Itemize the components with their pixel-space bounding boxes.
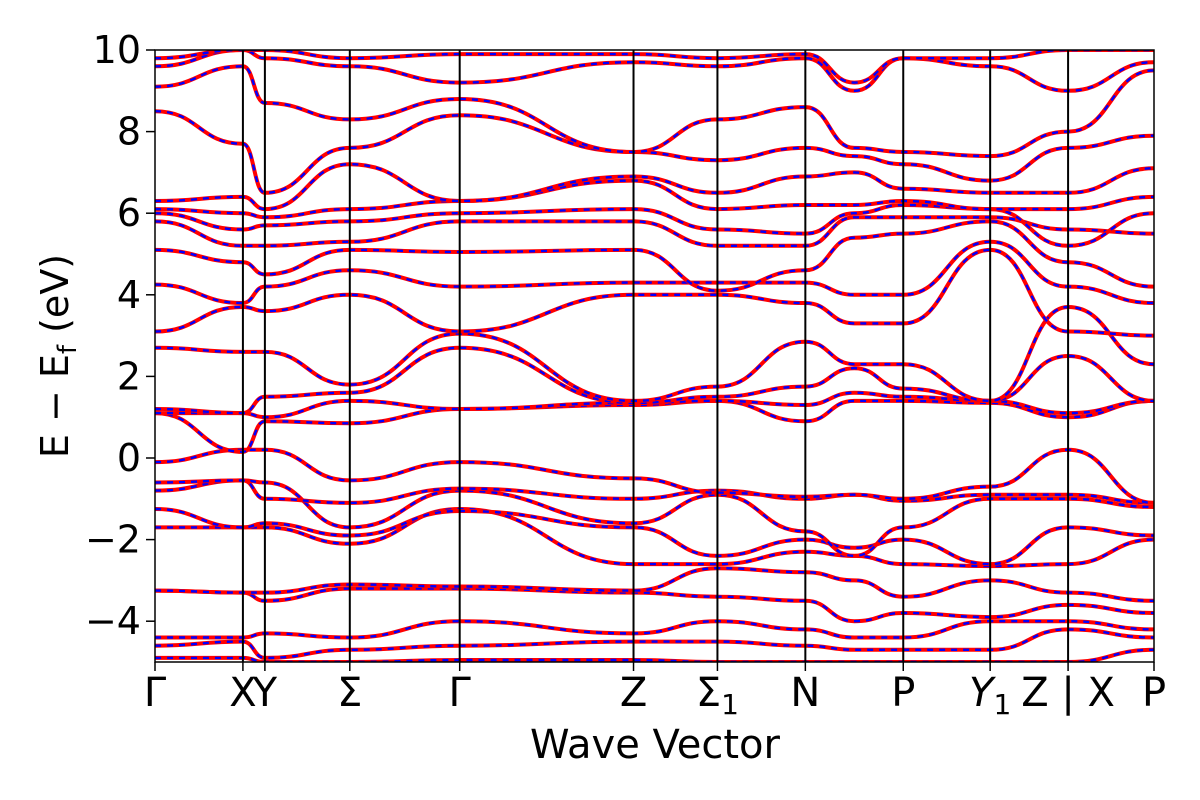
x-tick-label-2: Y <box>252 670 278 716</box>
band-line-dashed-6 <box>155 507 1154 566</box>
y-tick-label-7: 10 <box>93 28 141 72</box>
y-axis-label-unit: (eV) <box>33 254 77 345</box>
y-tick-label-2: 0 <box>117 436 141 480</box>
x-tick-label-5: Z <box>620 670 647 716</box>
band-line-dashed-4 <box>155 566 1154 602</box>
x-tick-label-11: P <box>1142 670 1166 716</box>
band-line-dashed-13 <box>155 305 1154 403</box>
band-line-22 <box>155 64 1154 159</box>
x-tick-label-9: Y1 <box>969 670 1011 721</box>
band-line-13 <box>155 304 1154 403</box>
band-line-dashed-7 <box>155 479 1154 558</box>
y-axis-label: E − Ef (eV) <box>33 254 83 458</box>
x-tick-label-0: Γ <box>144 670 167 716</box>
band-line-dashed-15 <box>155 240 1154 305</box>
y-axis-ticks: −4 −2 0 2 4 6 8 10 <box>85 28 155 643</box>
band-line-dashed-22 <box>155 65 1154 158</box>
band-line-dashed-16 <box>155 220 1154 292</box>
band-line-9 <box>155 447 1154 505</box>
x-tick-label-6: Σ1 <box>696 670 739 721</box>
x-axis-label: Wave Vector <box>530 722 781 768</box>
y-tick-label-6: 8 <box>117 110 141 154</box>
x-tick-label-8: P <box>891 670 915 716</box>
y-tick-label-5: 6 <box>117 191 141 235</box>
band-line-dashed-20 <box>155 162 1154 211</box>
y-tick-label-3: 2 <box>117 354 141 398</box>
plot-frame <box>154 49 1155 663</box>
x-tick-label-7: N <box>790 670 820 716</box>
x-tick-label-1: X <box>229 670 256 716</box>
bands-layer <box>155 50 1154 662</box>
y-tick-label-1: −2 <box>85 518 141 562</box>
band-line-2 <box>155 619 1154 640</box>
y-axis-label-sub: f <box>53 344 83 354</box>
x-tick-label-3: Σ <box>337 670 362 716</box>
band-line-7 <box>155 478 1154 558</box>
x-tick-label-10: Z | X <box>1021 670 1115 716</box>
band-line-5 <box>155 506 1154 569</box>
x-tick-label-4: Γ <box>449 670 472 716</box>
band-line-dashed-8 <box>155 479 1154 505</box>
band-line-3 <box>155 586 1154 624</box>
band-line-dashed-14 <box>155 248 1154 337</box>
kpoint-lines <box>241 50 1070 662</box>
band-line-dashed-5 <box>155 507 1154 568</box>
y-axis-label-main: E − E <box>33 354 77 458</box>
y-tick-label-4: 4 <box>117 273 141 317</box>
band-line-dashed-18 <box>155 203 1154 248</box>
y-tick-label-0: −4 <box>85 599 141 643</box>
x-axis-ticks: Γ XY Σ Γ Z Σ1 N P Y1 Z | X P <box>144 662 1166 721</box>
